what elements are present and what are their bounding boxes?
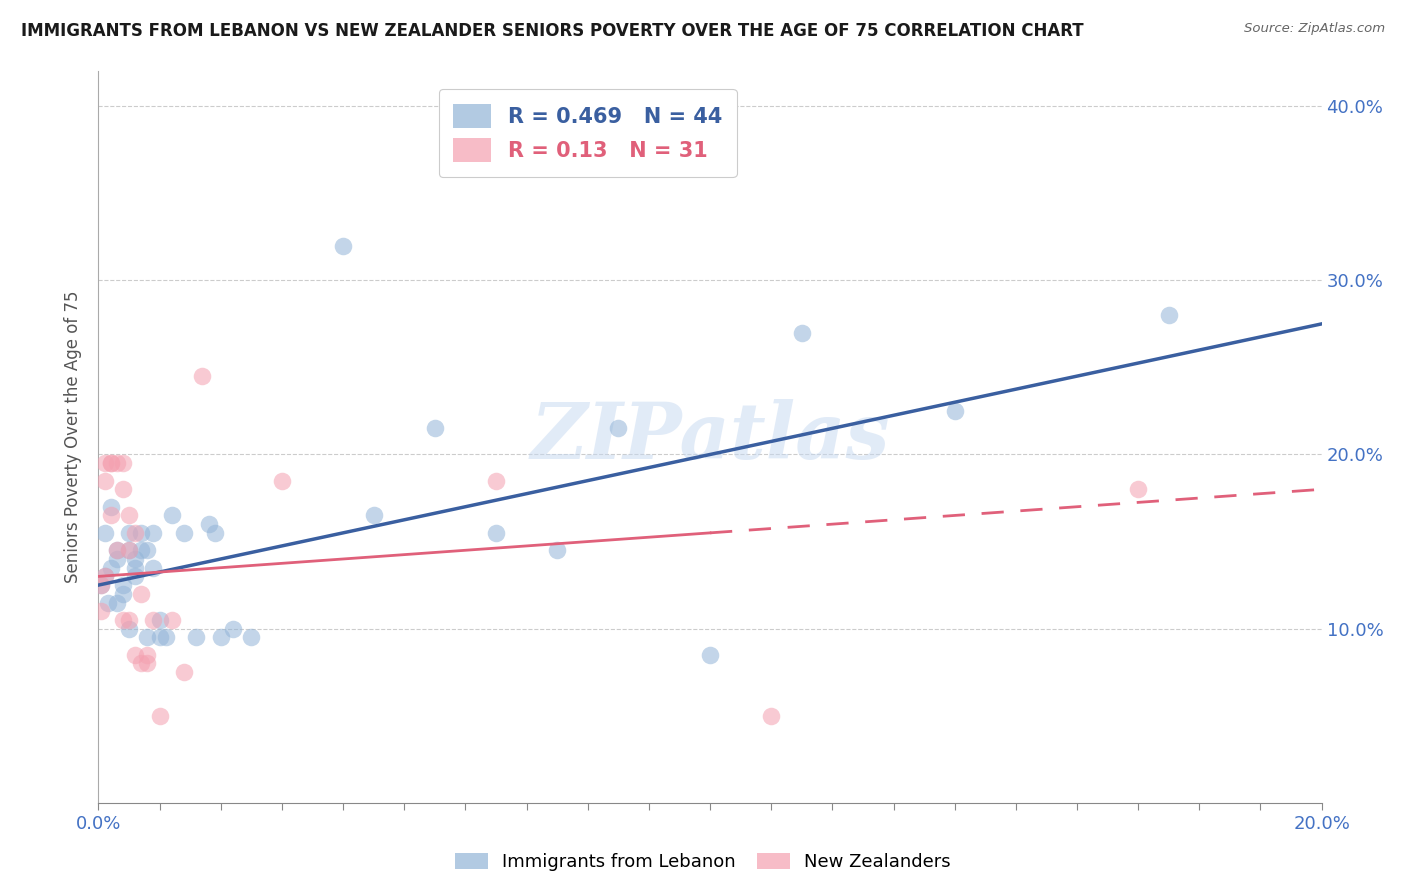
Point [124, 648, 146, 662]
Point [173, 665, 195, 680]
Point [111, 456, 134, 470]
Point [136, 543, 159, 558]
Text: ZIPatlas: ZIPatlas [530, 399, 890, 475]
Point [240, 631, 263, 645]
Point [136, 631, 159, 645]
Point [149, 613, 172, 627]
Point [1157, 308, 1180, 322]
Point [222, 622, 245, 636]
Point [142, 560, 165, 574]
Point [118, 613, 141, 627]
Point [332, 238, 354, 252]
Point [100, 508, 122, 523]
Point [118, 525, 141, 540]
Point [790, 326, 813, 340]
Legend: Immigrants from Lebanon, New Zealanders: Immigrants from Lebanon, New Zealanders [449, 846, 957, 879]
Point [699, 648, 721, 662]
Y-axis label: Seniors Poverty Over the Age of 75: Seniors Poverty Over the Age of 75 [65, 291, 83, 583]
Point [90, 578, 112, 592]
Point [118, 543, 141, 558]
Point [93, 474, 115, 488]
Point [129, 587, 152, 601]
Point [105, 595, 128, 609]
Point [1128, 483, 1150, 497]
Point [186, 631, 208, 645]
Point [105, 552, 128, 566]
Point [90, 578, 112, 592]
Point [100, 560, 122, 574]
Point [209, 631, 232, 645]
Point [118, 543, 141, 558]
Point [90, 604, 112, 618]
Point [97, 595, 120, 609]
Point [124, 569, 146, 583]
Point [129, 657, 152, 671]
Point [142, 525, 165, 540]
Point [118, 622, 141, 636]
Point [124, 560, 146, 574]
Text: Source: ZipAtlas.com: Source: ZipAtlas.com [1244, 22, 1385, 36]
Point [111, 578, 134, 592]
Point [423, 421, 446, 435]
Point [155, 631, 177, 645]
Point [111, 613, 134, 627]
Point [105, 543, 128, 558]
Point [100, 456, 122, 470]
Point [93, 569, 115, 583]
Point [93, 456, 115, 470]
Point [105, 543, 128, 558]
Point [111, 483, 134, 497]
Point [124, 525, 146, 540]
Point [136, 657, 159, 671]
Point [204, 525, 226, 540]
Point [173, 525, 195, 540]
Point [142, 613, 165, 627]
Point [546, 543, 568, 558]
Point [100, 456, 122, 470]
Point [270, 474, 292, 488]
Point [129, 543, 152, 558]
Point [100, 500, 122, 514]
Point [111, 587, 134, 601]
Point [149, 708, 172, 723]
Point [607, 421, 630, 435]
Point [136, 648, 159, 662]
Point [105, 456, 128, 470]
Point [191, 369, 214, 384]
Text: IMMIGRANTS FROM LEBANON VS NEW ZEALANDER SENIORS POVERTY OVER THE AGE OF 75 CORR: IMMIGRANTS FROM LEBANON VS NEW ZEALANDER… [21, 22, 1084, 40]
Point [485, 525, 508, 540]
Point [93, 569, 115, 583]
Legend: R = 0.469   N = 44, R = 0.13   N = 31: R = 0.469 N = 44, R = 0.13 N = 31 [439, 89, 737, 177]
Point [129, 525, 152, 540]
Point [485, 474, 508, 488]
Point [943, 404, 966, 418]
Point [93, 525, 115, 540]
Point [759, 708, 782, 723]
Point [160, 508, 183, 523]
Point [149, 631, 172, 645]
Point [197, 517, 219, 532]
Point [118, 508, 141, 523]
Point [124, 552, 146, 566]
Point [363, 508, 385, 523]
Point [160, 613, 183, 627]
